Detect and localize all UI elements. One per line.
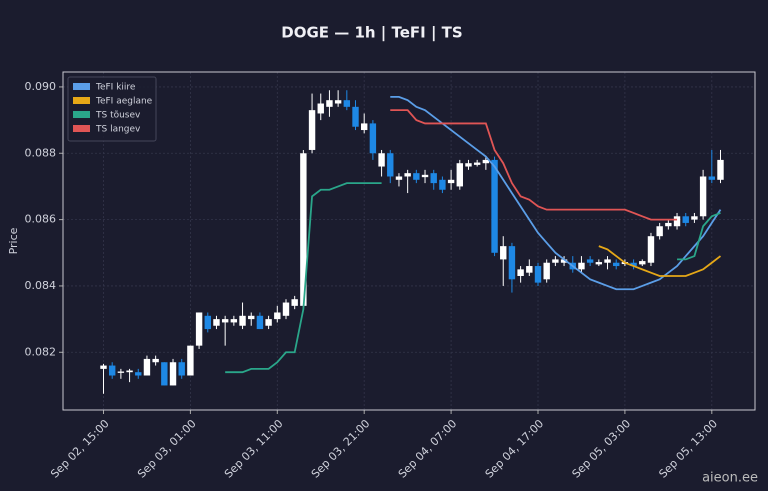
candle-body	[691, 216, 698, 220]
legend-label: TeFI kiire	[95, 83, 136, 93]
candle-body	[552, 259, 559, 263]
candle-body	[239, 315, 246, 326]
candle-body	[682, 216, 689, 223]
candle-body	[665, 222, 672, 227]
y-tick-label: 0.082	[25, 345, 57, 358]
legend-swatch	[73, 111, 90, 118]
candle-body	[221, 319, 229, 323]
plot-frame	[62, 71, 756, 411]
overlay-line	[598, 245, 722, 277]
candle-body	[378, 153, 385, 167]
candle-body	[143, 358, 151, 376]
candle-body	[613, 262, 620, 267]
candle-body	[447, 179, 455, 184]
candle-body	[282, 302, 290, 316]
candle-body	[161, 362, 168, 386]
legend-label: TeFI aeglane	[95, 97, 153, 107]
overlay-line	[390, 95, 722, 291]
candle-body	[421, 174, 429, 178]
candle-body	[604, 259, 611, 263]
candle-body	[491, 159, 498, 253]
candle-body	[178, 362, 185, 376]
candle-body	[213, 319, 220, 326]
candle-body	[465, 163, 472, 167]
candle-body	[630, 262, 637, 267]
candle-body	[456, 163, 463, 187]
candle-body	[187, 345, 194, 376]
overlay-line	[677, 212, 721, 261]
y-tick-label: 0.088	[25, 146, 57, 159]
candle-body	[656, 226, 663, 237]
overlay-line	[225, 182, 382, 374]
candle-body	[526, 266, 533, 273]
candle-body	[387, 153, 394, 177]
candle-body	[291, 299, 298, 306]
legend-swatch	[73, 83, 90, 90]
candle-body	[317, 103, 324, 114]
candle-body	[308, 110, 316, 150]
candle-body	[126, 370, 133, 373]
candle-body	[204, 315, 211, 330]
candle-body	[647, 236, 655, 263]
candle-body	[639, 261, 646, 265]
candle-body	[274, 312, 281, 320]
candle-body	[152, 358, 159, 363]
candle-body	[395, 176, 403, 180]
candle-body	[673, 216, 681, 227]
candle-body	[717, 159, 724, 180]
candle-body	[500, 246, 507, 260]
candle-body	[169, 362, 177, 386]
candle-body	[699, 176, 707, 217]
candle-body	[361, 123, 368, 131]
candle-body	[248, 315, 255, 320]
y-tick-label: 0.084	[25, 279, 57, 292]
candle-body	[369, 123, 377, 154]
legend-label: TS langev	[95, 125, 141, 135]
candle-body	[195, 312, 203, 346]
candle-body	[413, 173, 420, 180]
candle-body	[534, 266, 542, 283]
candle-body	[117, 371, 125, 373]
candle-body	[560, 259, 568, 263]
candle-body	[100, 365, 107, 369]
y-tick-label: 0.086	[25, 213, 57, 226]
y-axis-label: Price	[7, 227, 20, 254]
legend-swatch	[73, 125, 90, 132]
candle-body	[326, 100, 333, 107]
y-tick-label: 0.090	[25, 80, 57, 93]
candle-body	[404, 173, 411, 177]
legend-label: TS tõusev	[95, 111, 141, 121]
candle-body	[578, 262, 585, 270]
candle-body	[135, 372, 142, 376]
overlay-line	[390, 109, 678, 221]
candle-body	[334, 100, 342, 104]
candle-body	[230, 319, 238, 323]
candle-body	[708, 176, 715, 180]
candle-body	[586, 259, 594, 263]
chart-title: DOGE — 1h | TeFI | TS	[281, 24, 462, 43]
candle-body	[439, 179, 446, 190]
candle-body	[430, 173, 437, 184]
candle-body	[300, 153, 307, 306]
candle-body	[482, 159, 490, 164]
candle-body	[543, 262, 550, 280]
candle-body	[343, 100, 351, 107]
candle-body	[595, 262, 603, 265]
legend-swatch	[73, 97, 90, 104]
candle-body	[108, 365, 116, 376]
candle-body	[508, 246, 516, 280]
candle-body	[256, 315, 264, 330]
legend: TeFI kiire TeFI aeglane TS tõusev TS langev	[67, 76, 157, 142]
candle-body	[517, 269, 524, 276]
candle-body	[352, 106, 359, 127]
watermark: aieon.ee	[702, 471, 758, 486]
candle-body	[473, 162, 481, 165]
candle-body	[265, 319, 272, 326]
